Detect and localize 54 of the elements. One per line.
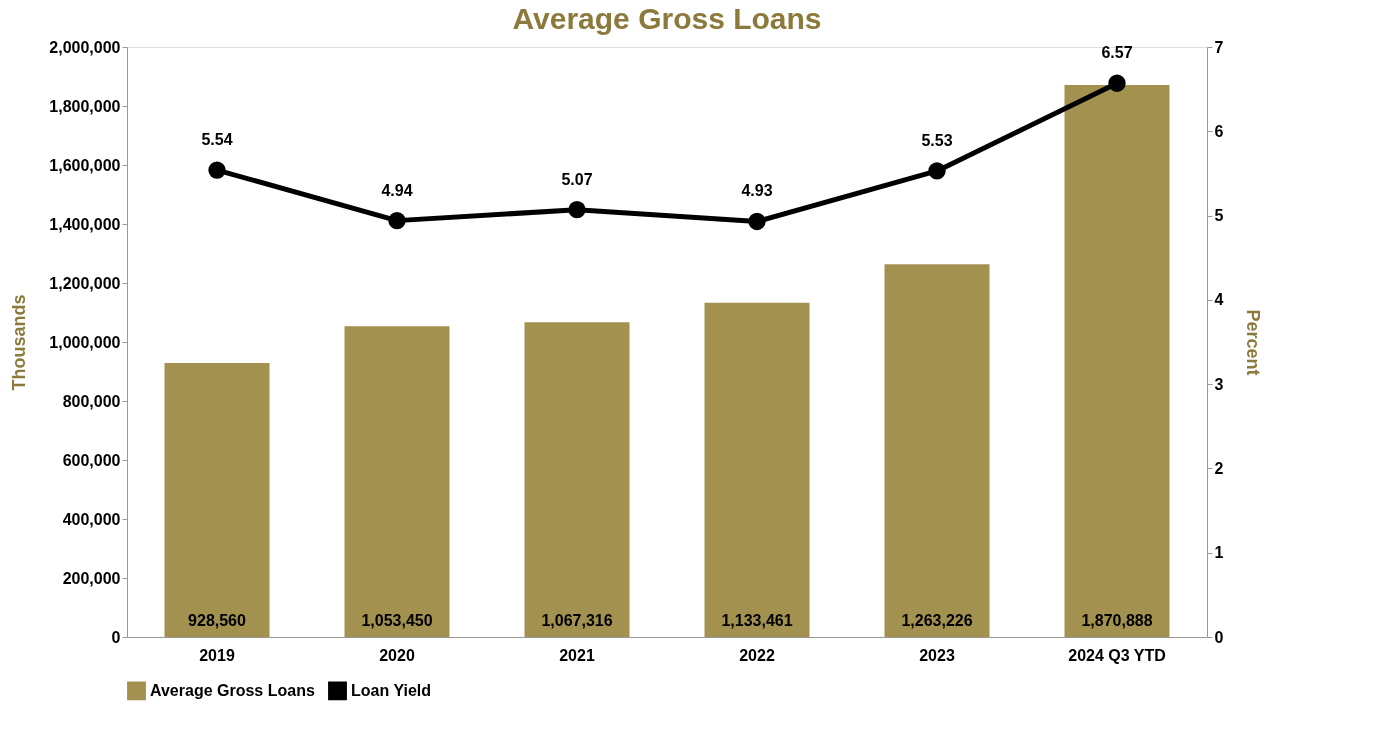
y-tick-label: 400,000 xyxy=(62,510,121,528)
data-label: 6.57 xyxy=(1101,44,1133,62)
data-label: 1,263,226 xyxy=(901,612,973,629)
y2-tick-label: 2 xyxy=(1214,459,1224,477)
data-label: 4.93 xyxy=(741,182,773,200)
data-label: 1,133,461 xyxy=(721,612,793,629)
legend-label: Average Gross Loans xyxy=(150,681,315,699)
x-tick-label: 2024 Q3 YTD xyxy=(1068,646,1166,664)
y-tick-label: 1,600,000 xyxy=(49,156,121,174)
y2-axis-title: Percent xyxy=(1243,309,1264,376)
data-label: 5.54 xyxy=(201,131,233,149)
bar xyxy=(164,363,270,637)
bar xyxy=(884,264,990,637)
y-tick-label: 1,200,000 xyxy=(49,274,121,292)
y2-tick-label: 5 xyxy=(1214,207,1224,225)
y-tick-label: 2,000,000 xyxy=(49,38,121,56)
y-axis-title: Thousands xyxy=(9,294,30,391)
bar xyxy=(524,322,630,637)
data-label: 1,053,450 xyxy=(361,612,433,629)
point xyxy=(928,162,946,180)
x-tick-label: 2023 xyxy=(919,646,955,664)
bar xyxy=(704,302,810,637)
point xyxy=(388,211,406,230)
bar xyxy=(1064,85,1170,637)
y-tick-label: 1,400,000 xyxy=(49,215,121,233)
y-tick-label: 1,000,000 xyxy=(49,333,121,351)
point xyxy=(748,212,766,231)
data-label: 5.07 xyxy=(561,170,593,188)
y2-tick-label: 7 xyxy=(1214,38,1224,56)
y2-tick-label: 1 xyxy=(1214,544,1224,562)
y2-tick-label: 3 xyxy=(1214,375,1224,393)
y-tick-label: 600,000 xyxy=(62,451,121,469)
data-label: 5.53 xyxy=(921,131,953,149)
data-label: 1,870,888 xyxy=(1081,612,1153,629)
chart-title: Average Gross Loans xyxy=(512,2,822,35)
y-tick-label: 800,000 xyxy=(62,392,121,410)
y-tick-label: 0 xyxy=(111,628,121,646)
y2-tick-label: 4 xyxy=(1214,291,1224,309)
point xyxy=(1108,74,1126,92)
y2-tick-label: 0 xyxy=(1214,628,1224,646)
x-tick-label: 2021 xyxy=(559,646,595,664)
data-label: 4.94 xyxy=(381,181,413,199)
data-label: 928,560 xyxy=(188,612,247,629)
y2-tick-label: 6 xyxy=(1214,122,1224,140)
legend-label: Loan Yield xyxy=(351,681,432,699)
y-tick-label: 200,000 xyxy=(62,569,121,587)
bar xyxy=(344,326,450,637)
y-tick-label: 1,800,000 xyxy=(49,97,121,115)
x-tick-label: 2022 xyxy=(739,646,775,664)
x-tick-label: 2019 xyxy=(199,646,235,664)
data-label: 1,067,316 xyxy=(541,612,613,629)
point xyxy=(568,201,586,219)
x-tick-label: 2020 xyxy=(379,646,415,664)
point xyxy=(208,161,226,179)
